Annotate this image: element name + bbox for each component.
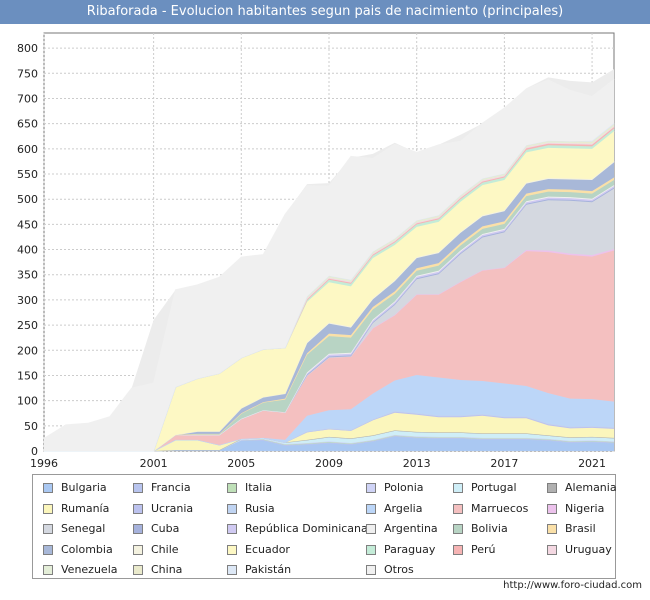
legend-swatch: [547, 544, 557, 555]
area-Portugal: [44, 430, 614, 451]
source-credit: http://www.foro-ciudad.com: [503, 580, 642, 591]
legend-label: Argelia: [384, 501, 423, 515]
area-series: [43, 69, 615, 452]
legend-label: Portugal: [471, 481, 517, 494]
legend-swatch: [227, 524, 237, 534]
area-Marruecos: [44, 250, 614, 451]
y-tick-label: 200: [17, 344, 38, 357]
y-tick-label: 150: [17, 369, 38, 382]
legend-swatch: [453, 503, 463, 514]
legend-label: Rumanía: [61, 501, 110, 515]
x-tick-label: 2001: [140, 457, 168, 470]
x-tick-label: 2005: [227, 457, 255, 470]
legend: Bulgaria Francia Italia Polonia Portugal Alem…: [32, 474, 617, 579]
legend-label: Venezuela: [61, 563, 118, 576]
y-tick-label: 450: [17, 218, 38, 231]
legend-swatch: [43, 565, 53, 575]
legend-swatch: [547, 503, 557, 514]
legend-swatch: [43, 483, 53, 493]
legend-label: Rusia: [245, 501, 275, 515]
y-tick-label: 600: [17, 143, 38, 156]
y-tick-label: 500: [17, 193, 38, 206]
legend-swatch: [547, 524, 557, 534]
legend-swatch: [227, 565, 237, 575]
legend-label: Nigeria: [565, 501, 605, 515]
area-Rumanía: [44, 412, 614, 451]
y-tick-label: 700: [17, 92, 38, 105]
area-Bulgaria: [44, 436, 614, 451]
legend-swatch: [366, 503, 376, 514]
legend-swatch: [43, 503, 53, 514]
legend-swatch: [453, 544, 463, 555]
legend-label: Cuba: [151, 522, 180, 535]
legend-label: Uruguay: [565, 542, 612, 556]
legend-swatch: [227, 483, 237, 493]
legend-swatch: [547, 483, 557, 493]
y-tick-label: 350: [17, 269, 38, 282]
axes: 0 50 100 150 200 250 300 350 400 450 500 550 600 650 7…: [17, 42, 606, 470]
y-tick-label: 550: [17, 168, 38, 181]
legend-label: Chile: [151, 542, 179, 556]
area-Argelia: [44, 374, 614, 451]
legend-swatch: [133, 544, 143, 555]
legend-swatch: [43, 544, 53, 555]
legend-label: Brasil: [565, 522, 596, 535]
legend-label: Ecuador: [245, 542, 290, 556]
legend-label: Italia: [245, 481, 273, 494]
legend-swatch: [227, 503, 237, 514]
legend-label: Alemania: [565, 481, 617, 494]
y-tick-label: 100: [17, 395, 38, 408]
legend-label: Colombia: [61, 542, 113, 556]
x-tick-label: 2021: [578, 457, 606, 470]
area-Senegal: [44, 188, 614, 451]
area-Colombia: [44, 162, 614, 452]
legend-label: Senegal: [61, 522, 106, 535]
legend-label: Argentina: [384, 522, 438, 535]
x-tick-label: 2017: [490, 457, 518, 470]
y-tick-label: 250: [17, 319, 38, 332]
legend-swatch: [133, 503, 143, 514]
x-tick-label: 1996: [30, 457, 58, 470]
legend-swatch: [366, 565, 376, 575]
legend-swatch: [366, 483, 376, 493]
y-tick-label: 0: [31, 445, 38, 458]
legend-label: Marruecos: [471, 501, 529, 515]
legend-label: Pakistán: [245, 563, 292, 576]
legend-swatch: [366, 524, 376, 534]
chart-title: Ribaforada - Evolucion habitantes segun …: [0, 0, 650, 24]
legend-label: Otros: [384, 563, 414, 576]
y-tick-label: 650: [17, 118, 38, 131]
legend-label: República Dominicana: [245, 522, 368, 535]
y-tick-label: 50: [24, 420, 38, 433]
legend-label: Perú: [471, 542, 496, 556]
x-tick-label: 2009: [315, 457, 343, 470]
legend-label: Ucrania: [151, 501, 194, 515]
legend-label: Francia: [151, 481, 191, 494]
legend-label: China: [151, 563, 183, 576]
y-tick-label: 400: [17, 244, 38, 257]
legend-swatch: [133, 524, 143, 534]
area-edge-Otros: [43, 78, 615, 439]
y-tick-label: 300: [17, 294, 38, 307]
legend-swatch: [227, 544, 237, 555]
chart-plot: 0 50 100 150 200 250 300 350 400 450 500 550 600 650 7…: [17, 32, 615, 470]
legend-label: Bolivia: [471, 522, 508, 535]
legend-label: Bulgaria: [61, 481, 107, 494]
legend-swatch: [133, 483, 143, 493]
area-Otros: [44, 79, 614, 452]
legend-label: Paraguay: [384, 542, 436, 556]
legend-swatch: [453, 524, 463, 534]
legend-swatch: [366, 544, 376, 555]
area-Ecuador: [44, 131, 614, 451]
legend-label: Polonia: [384, 481, 424, 494]
y-tick-label: 750: [17, 67, 38, 80]
legend-swatch: [133, 565, 143, 575]
legend-swatch: [43, 524, 53, 534]
y-tick-label: 800: [17, 42, 38, 55]
x-tick-label: 2013: [403, 457, 431, 470]
legend-swatch: [453, 483, 463, 493]
